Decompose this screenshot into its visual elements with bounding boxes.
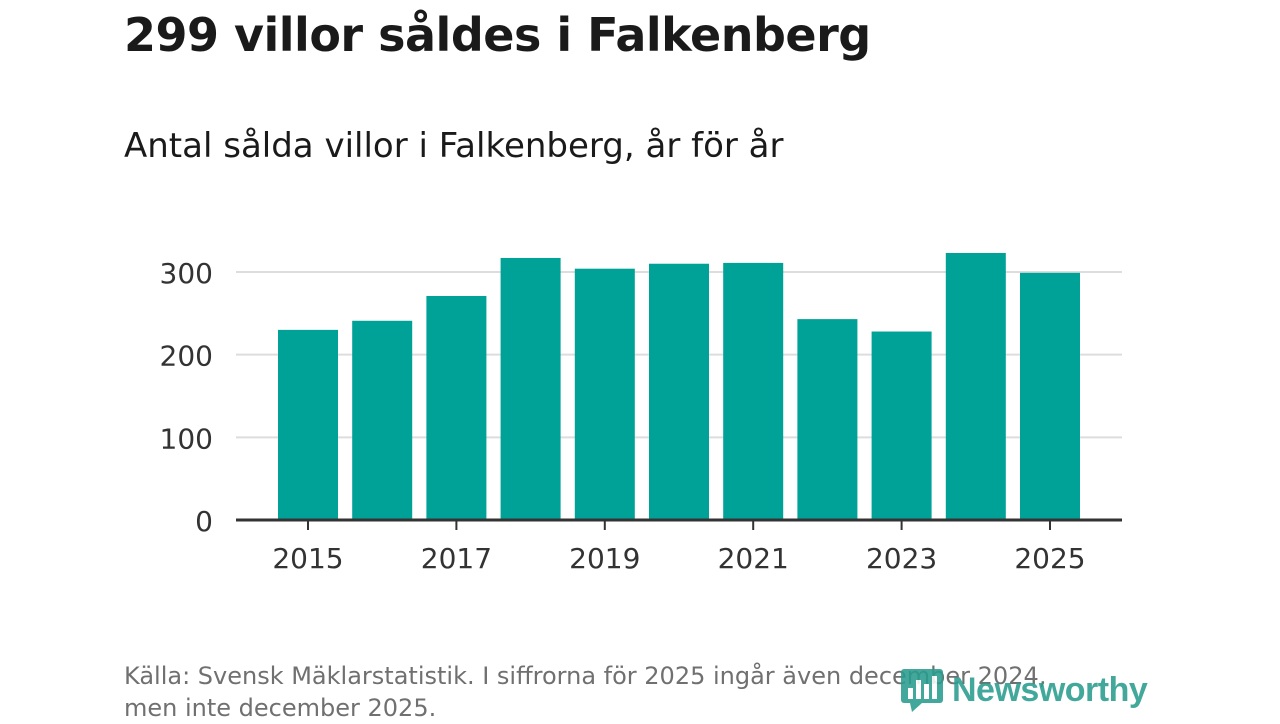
y-tick-label-300: 300 <box>160 257 213 290</box>
bar-2019 <box>574 268 635 520</box>
y-tick-label-200: 200 <box>160 340 213 373</box>
bar-2015 <box>278 329 338 520</box>
x-tick-label-2023: 2023 <box>866 542 937 575</box>
bar-2022 <box>797 319 858 520</box>
chart-headline: 299 villor såldes i Falkenberg <box>124 8 871 62</box>
source-line-2: men inte december 2025. <box>124 694 437 722</box>
logo-wordmark: Newsworthy <box>952 670 1148 709</box>
bar-2020 <box>649 263 709 520</box>
bar-2023 <box>871 331 932 520</box>
x-tick-label-2019: 2019 <box>569 542 640 575</box>
bar-2018 <box>500 257 561 520</box>
bar-2016 <box>352 320 413 520</box>
x-tick-label-2021: 2021 <box>718 542 789 575</box>
x-tick-label-2025: 2025 <box>1014 542 1085 575</box>
bar-2017 <box>426 295 487 520</box>
x-tick-label-2015: 2015 <box>272 542 343 575</box>
source-line-1: Källa: Svensk Mäklarstatistik. I siffror… <box>124 662 1047 690</box>
bar-chart: 0 100 200 300 2015 2017 2019 2021 2023 2025 <box>160 252 1122 575</box>
bars <box>278 252 1080 520</box>
x-tick-label-2017: 2017 <box>421 542 492 575</box>
bar-2024 <box>945 252 1006 520</box>
y-tick-label-0: 0 <box>195 505 213 538</box>
chart-subtitle: Antal sålda villor i Falkenberg, år för … <box>124 126 784 166</box>
bar-chart-logo-icon <box>901 669 943 712</box>
axes: 0 100 200 300 2015 2017 2019 2021 2023 2025 <box>160 257 1122 575</box>
bar-2025 <box>1020 272 1080 520</box>
y-tick-label-100: 100 <box>160 422 213 455</box>
source-note: Källa: Svensk Mäklarstatistik. I siffror… <box>124 660 1124 724</box>
bar-2021 <box>723 262 784 520</box>
newsworthy-logo: Newsworthy <box>900 668 1148 712</box>
